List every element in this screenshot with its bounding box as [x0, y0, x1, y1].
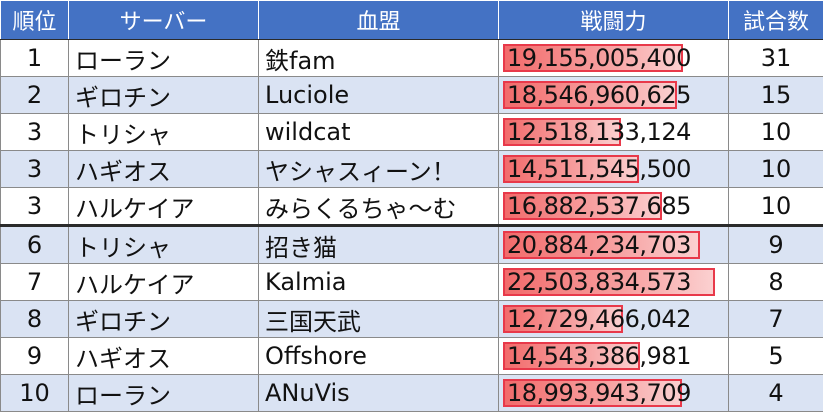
power-cell: 19,155,005,400	[499, 40, 729, 77]
server-cell: ローラン	[69, 40, 259, 77]
guild-cell: wildcat	[259, 114, 499, 151]
header-rank: 順位	[1, 1, 69, 40]
server-cell: ハルケイア	[69, 188, 259, 226]
power-cell: 22,503,834,573	[499, 264, 729, 301]
power-value: 16,882,537,685	[499, 188, 728, 224]
rank-cell: 7	[1, 264, 69, 301]
matches-cell: 10	[729, 151, 823, 188]
rank-cell: 9	[1, 338, 69, 375]
header-server: サーバー	[69, 1, 259, 40]
rank-cell: 3	[1, 188, 69, 226]
header-row: 順位 サーバー 血盟 戦闘力 試合数	[1, 1, 823, 40]
header-matches: 試合数	[729, 1, 823, 40]
power-cell: 14,511,545,500	[499, 151, 729, 188]
guild-cell: Offshore	[259, 338, 499, 375]
matches-cell: 15	[729, 77, 823, 114]
server-cell: トリシャ	[69, 114, 259, 151]
guild-cell: 招き猫	[259, 226, 499, 264]
power-value: 14,511,545,500	[499, 151, 728, 187]
matches-cell: 9	[729, 226, 823, 264]
power-cell: 16,882,537,685	[499, 188, 729, 226]
matches-cell: 10	[729, 188, 823, 226]
power-value: 14,543,386,981	[499, 338, 728, 374]
rank-cell: 1	[1, 40, 69, 77]
matches-cell: 7	[729, 301, 823, 338]
matches-cell: 5	[729, 338, 823, 375]
guild-cell: ヤシャスィーン！	[259, 151, 499, 188]
power-value: 22,503,834,573	[499, 264, 728, 300]
table-header: 順位 サーバー 血盟 戦闘力 試合数	[1, 1, 823, 40]
guild-cell: 三国天武	[259, 301, 499, 338]
power-value: 20,884,234,703	[499, 227, 728, 263]
power-cell: 20,884,234,703	[499, 226, 729, 264]
power-value: 19,155,005,400	[499, 40, 728, 76]
server-cell: ギロチン	[69, 77, 259, 114]
matches-cell: 8	[729, 264, 823, 301]
header-power: 戦闘力	[499, 1, 729, 40]
rank-cell: 6	[1, 226, 69, 264]
rank-cell: 8	[1, 301, 69, 338]
rank-cell: 3	[1, 114, 69, 151]
server-cell: ハギオス	[69, 338, 259, 375]
guild-cell: Luciole	[259, 77, 499, 114]
guild-cell: 鉄fam	[259, 40, 499, 77]
server-cell: ギロチン	[69, 301, 259, 338]
rank-cell: 2	[1, 77, 69, 114]
power-value: 12,729,466,042	[499, 301, 728, 337]
power-cell: 12,518,133,124	[499, 114, 729, 151]
server-cell: ハルケイア	[69, 264, 259, 301]
power-cell: 14,543,386,981	[499, 338, 729, 375]
power-value: 18,546,960,625	[499, 77, 728, 113]
guild-cell: みらくるちゃ～む	[259, 188, 499, 226]
matches-cell: 31	[729, 40, 823, 77]
guild-cell: Kalmia	[259, 264, 499, 301]
header-guild: 血盟	[259, 1, 499, 40]
power-cell: 12,729,466,042	[499, 301, 729, 338]
matches-cell: 10	[729, 114, 823, 151]
server-cell: トリシャ	[69, 226, 259, 264]
power-value: 12,518,133,124	[499, 114, 728, 150]
server-cell: ハギオス	[69, 151, 259, 188]
power-cell: 18,546,960,625	[499, 77, 729, 114]
rank-cell: 3	[1, 151, 69, 188]
